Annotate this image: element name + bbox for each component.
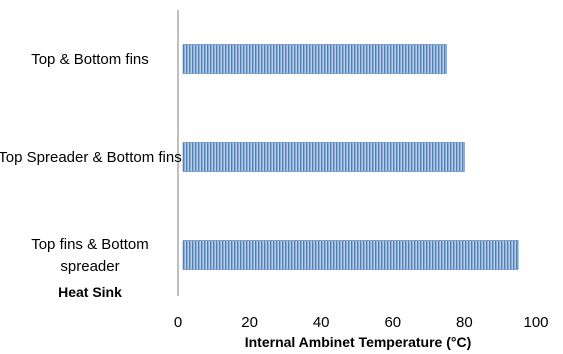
category-label-1: Top & Bottom fins bbox=[31, 51, 149, 68]
category-label-3: Top fins & Bottom spreader bbox=[31, 236, 149, 275]
x-axis-title: Internal Ambinet Temperature (°C) bbox=[245, 334, 472, 350]
x-tick-label-4: 60 bbox=[384, 314, 401, 331]
bar-3 bbox=[182, 240, 519, 270]
bars-layer bbox=[182, 44, 519, 270]
x-tick-label-5: 80 bbox=[456, 314, 473, 331]
x-tick-label-3: 40 bbox=[313, 314, 330, 331]
x-tick-label-6: 100 bbox=[523, 314, 548, 331]
x-tick-label-2: 20 bbox=[241, 314, 258, 331]
bar-2 bbox=[182, 142, 465, 172]
category-labels: Top & Bottom fins Top Spreader & Bottom f… bbox=[0, 51, 182, 275]
x-tick-labels: 0 20 40 60 80 100 bbox=[174, 314, 549, 331]
bar-1 bbox=[182, 44, 447, 74]
x-tick-label-1: 0 bbox=[174, 314, 182, 331]
y-axis-title: Heat Sink bbox=[58, 284, 122, 300]
category-label-2: Top Spreader & Bottom fins bbox=[0, 149, 182, 166]
